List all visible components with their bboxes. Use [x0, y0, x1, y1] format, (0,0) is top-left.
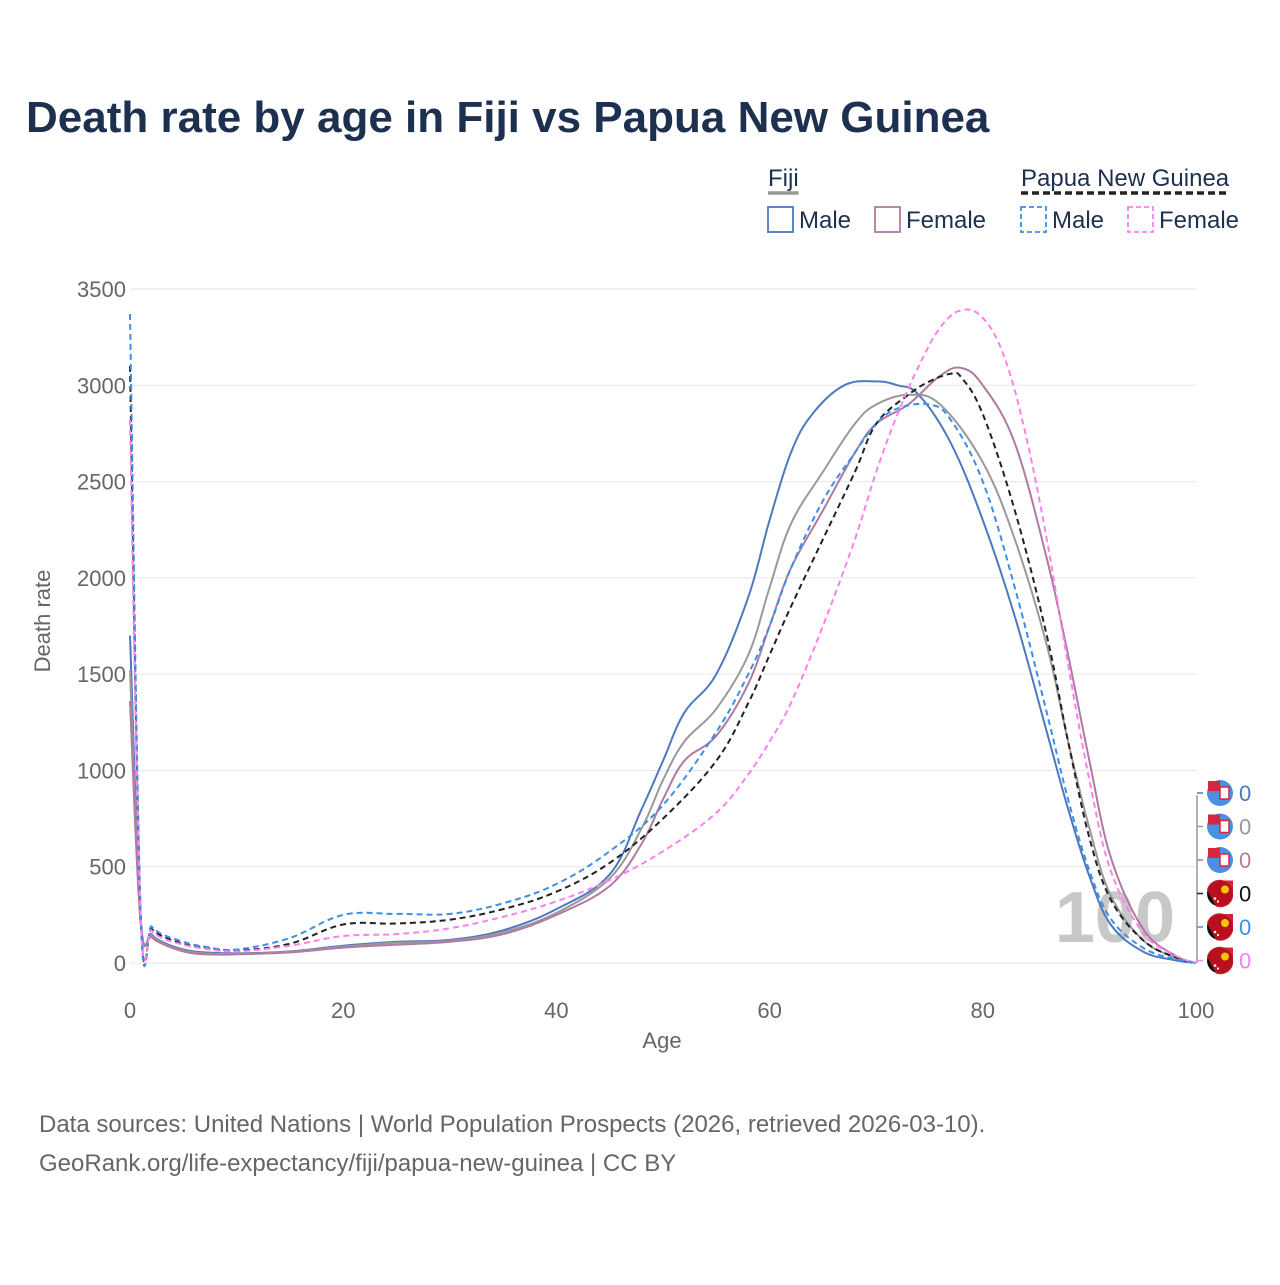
- x-axis-label: Age: [642, 1028, 681, 1053]
- series-line-fiji-female: [129, 366, 1197, 964]
- legend-swatch: [874, 206, 901, 233]
- legend-item-label: Male: [799, 207, 851, 234]
- x-tick-label: 40: [544, 998, 568, 1023]
- x-tick-label: 60: [757, 998, 781, 1023]
- source-line-1: Data sources: United Nations | World Pop…: [39, 1111, 985, 1138]
- chart-title: Death rate by age in Fiji vs Papua New G…: [26, 93, 990, 142]
- source-line-2: GeoRank.org/life-expectancy/fiji/papua-n…: [39, 1150, 676, 1177]
- y-tick-label: 2000: [77, 566, 126, 591]
- x-tick-label: 20: [331, 998, 355, 1023]
- y-axis: 0 500 1000 1500 2000 2500 3000 3500: [77, 277, 126, 976]
- legend-group-label: Papua New Guinea: [1021, 165, 1230, 192]
- legend-group-label: Fiji: [768, 165, 799, 192]
- fiji-flag-icon: [1207, 813, 1233, 840]
- y-tick-label: 1500: [77, 662, 126, 687]
- series-line-papua-new-guinea-female: [129, 308, 1197, 964]
- end-labels: 0 0 0 0 0 0: [1196, 780, 1251, 975]
- end-value-label: 0: [1239, 781, 1251, 806]
- y-tick-label: 1000: [77, 758, 126, 783]
- legend-item-label: Female: [906, 207, 986, 234]
- fiji-flag-icon: [1207, 847, 1233, 873]
- end-value-label: 0: [1239, 882, 1251, 907]
- legend-swatch: [1020, 206, 1047, 233]
- fiji-flag-icon: [1207, 780, 1233, 806]
- x-tick-label: 0: [124, 998, 136, 1023]
- png-flag-icon: [1207, 879, 1233, 908]
- y-tick-label: 3500: [77, 277, 126, 302]
- series-line-papua-new-guinea-total: [129, 365, 1197, 964]
- end-value-label: 0: [1239, 848, 1251, 873]
- legend-swatch: [1127, 206, 1154, 233]
- y-axis-label: Death rate: [30, 570, 55, 673]
- png-flag-icon: [1207, 913, 1233, 941]
- legend-item-label: Female: [1159, 207, 1239, 234]
- series-line-papua-new-guinea-male: [129, 313, 1197, 968]
- series-layer: [129, 308, 1197, 968]
- legend-swatch: [767, 206, 794, 233]
- grid: [130, 288, 1196, 964]
- x-axis: 0 20 40 60 80 100: [124, 998, 1214, 1023]
- end-value-label: 0: [1239, 949, 1251, 974]
- legend-item-label: Male: [1052, 207, 1104, 234]
- y-tick-label: 3000: [77, 373, 126, 398]
- png-flag-icon: [1207, 946, 1233, 975]
- year-watermark: 100: [1055, 878, 1175, 958]
- end-value-label: 0: [1239, 915, 1251, 940]
- end-value-label: 0: [1239, 815, 1251, 840]
- y-tick-label: 500: [89, 855, 126, 880]
- x-tick-label: 80: [971, 998, 995, 1023]
- x-tick-label: 100: [1178, 998, 1215, 1023]
- y-tick-label: 0: [114, 951, 126, 976]
- y-tick-label: 2500: [77, 470, 126, 495]
